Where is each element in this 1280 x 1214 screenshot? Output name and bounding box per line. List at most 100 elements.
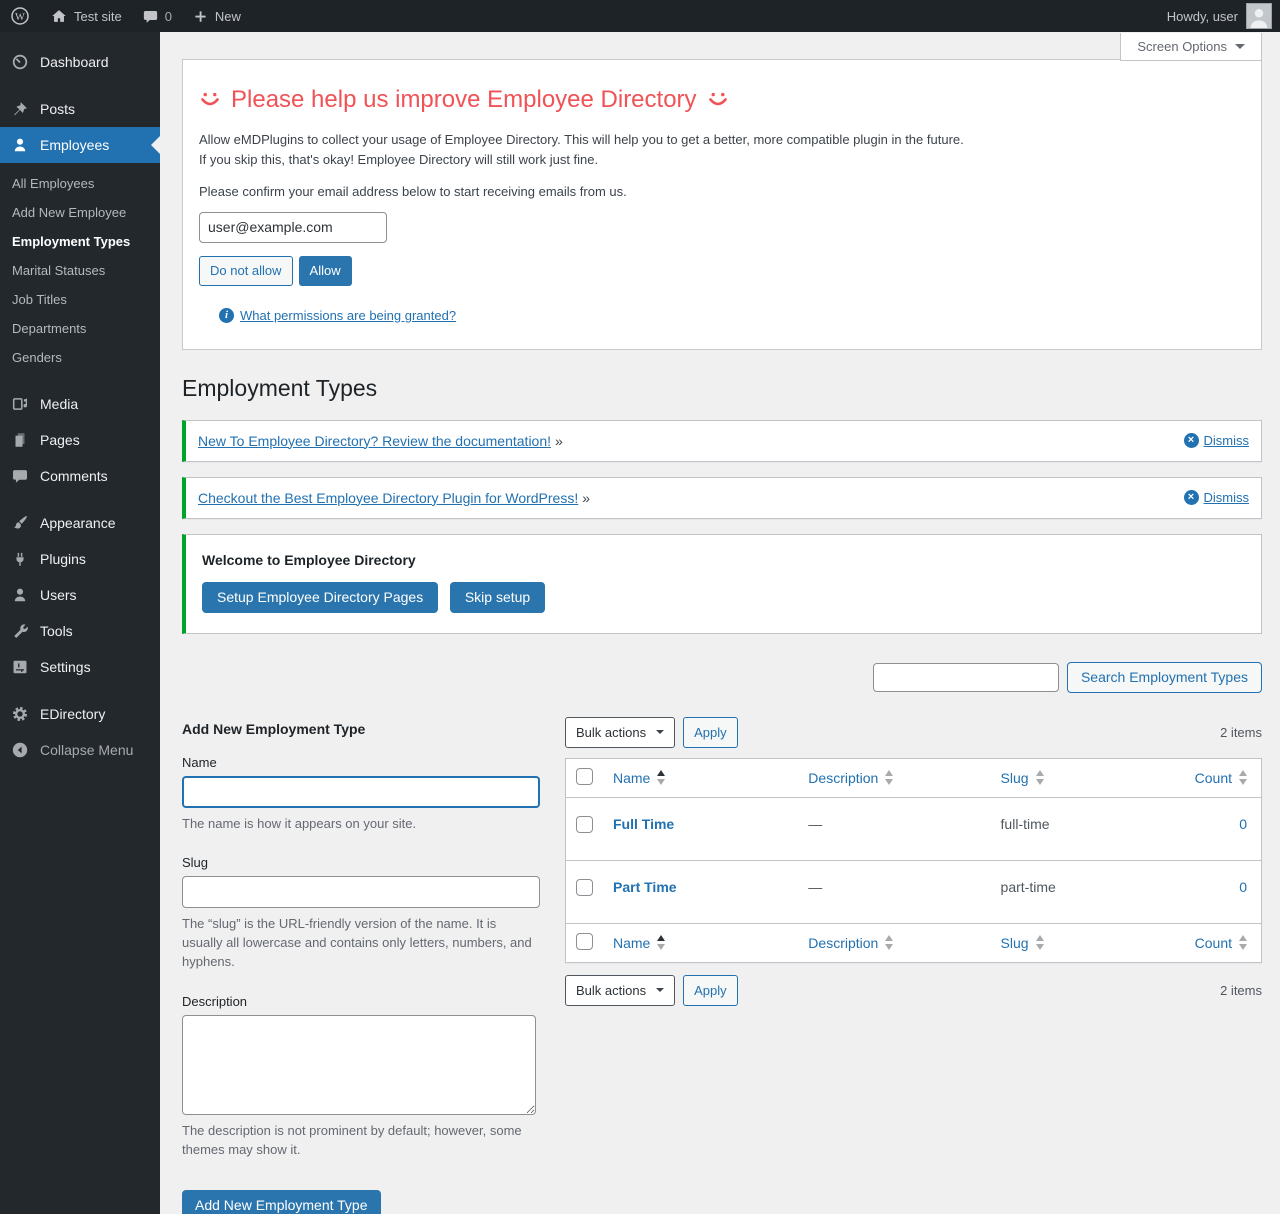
slug-field[interactable]	[182, 876, 540, 909]
sort-by-slug[interactable]: Slug	[1001, 935, 1044, 951]
dismiss-button[interactable]: × Dismiss	[1183, 433, 1249, 448]
add-new-form: Add New Employment Type Name The name is…	[182, 717, 540, 1214]
row-slug: part-time	[990, 859, 1160, 923]
submenu-job-titles[interactable]: Job Titles	[12, 292, 67, 307]
admin-sidebar: Dashboard Posts Employees All Employees …	[0, 32, 160, 1214]
raquo-arrow: »	[582, 489, 591, 506]
row-checkbox[interactable]	[576, 815, 593, 833]
row-checkbox[interactable]	[576, 878, 593, 896]
sort-arrows-icon	[885, 935, 894, 950]
site-name-menu[interactable]: Test site	[40, 0, 132, 32]
row-slug: full-time	[1000, 815, 1050, 832]
add-form-title: Add New Employment Type	[182, 720, 366, 737]
table-row: Part Time — part-time 0	[565, 859, 1262, 923]
sort-arrows-icon	[885, 770, 894, 785]
sidebar-item-comments[interactable]: Comments	[0, 458, 160, 494]
table-header-row: Name Description Slug Count	[565, 758, 1262, 798]
sidebar-item-pages[interactable]: Pages	[0, 422, 160, 458]
best-plugin-notice: Checkout the Best Employee Directory Plu…	[182, 476, 1262, 519]
info-icon: i	[219, 307, 234, 323]
permissions-link[interactable]: What permissions are being granted?	[240, 307, 457, 323]
sort-by-slug[interactable]: Slug	[1001, 770, 1044, 786]
sidebar-item-settings[interactable]: Settings	[0, 649, 160, 685]
promo-line3: Please confirm your email address below …	[199, 184, 627, 199]
submenu-all-employees[interactable]: All Employees	[12, 176, 95, 191]
wordpress-logo-icon[interactable]: W	[0, 0, 40, 32]
sort-by-description[interactable]: Description	[808, 770, 894, 786]
promo-title: Please help us improve Employee Director…	[199, 78, 1241, 130]
slug-help: The “slug” is the URL-friendly version o…	[182, 916, 532, 970]
sort-arrows-icon	[657, 770, 666, 785]
add-new-employment-type-button[interactable]: Add New Employment Type	[182, 1189, 381, 1214]
sort-arrows-icon	[1239, 935, 1247, 950]
search-employment-types-button[interactable]: Search Employment Types	[1066, 661, 1262, 693]
row-name-link[interactable]: Full Time	[613, 815, 675, 832]
promo-line1: Allow eMDPlugins to collect your usage o…	[199, 132, 964, 147]
sort-by-count[interactable]: Count	[1195, 935, 1247, 951]
plug-icon	[10, 549, 30, 569]
chevron-down-icon	[1235, 44, 1245, 54]
user-avatar[interactable]	[1246, 3, 1272, 29]
employment-types-table: Name Description Slug Count Full Time — …	[565, 757, 1262, 963]
row-count-link[interactable]: 0	[1239, 815, 1247, 832]
submenu-departments[interactable]: Departments	[12, 321, 87, 336]
sidebar-item-tools[interactable]: Tools	[0, 613, 160, 649]
sidebar-item-edirectory[interactable]: EDirectory	[0, 696, 160, 732]
bulk-actions-select[interactable]: Bulk actions	[565, 716, 676, 748]
documentation-link[interactable]: New To Employee Directory? Review the do…	[198, 432, 552, 449]
smiley-icon	[708, 92, 727, 106]
sort-by-description[interactable]: Description	[808, 935, 894, 951]
sidebar-item-posts[interactable]: Posts	[0, 91, 160, 127]
slug-label: Slug	[182, 855, 209, 871]
best-plugin-link[interactable]: Checkout the Best Employee Directory Plu…	[198, 489, 579, 506]
new-content-menu[interactable]: New	[182, 0, 251, 32]
sort-by-name[interactable]: Name	[613, 935, 666, 951]
site-name-label: Test site	[74, 8, 122, 24]
sort-by-count[interactable]: Count	[1195, 770, 1247, 786]
content-area: Screen Options Please help us improve Em…	[160, 32, 1280, 1214]
name-field[interactable]	[182, 775, 540, 808]
setup-pages-button[interactable]: Setup Employee Directory Pages	[202, 581, 439, 613]
sidebar-item-employees[interactable]: Employees	[0, 127, 160, 163]
sidebar-item-collapse-menu[interactable]: Collapse Menu	[0, 732, 160, 768]
table-footer-row: Name Description Slug Count	[565, 922, 1262, 962]
name-help: The name is how it appears on your site.	[182, 815, 417, 831]
comments-menu[interactable]: 0	[132, 0, 182, 32]
users-icon	[10, 585, 30, 605]
email-field[interactable]	[199, 211, 387, 243]
tablenav-top: Bulk actions Apply 2 items	[565, 716, 1262, 748]
sidebar-item-appearance[interactable]: Appearance	[0, 505, 160, 541]
allow-button[interactable]: Allow	[298, 255, 352, 286]
submenu-marital-statuses[interactable]: Marital Statuses	[12, 263, 106, 278]
row-count-link[interactable]: 0	[1239, 878, 1247, 895]
comment-bubble-icon	[142, 8, 159, 25]
plus-icon	[192, 8, 209, 25]
welcome-title: Welcome to Employee Directory	[202, 551, 416, 568]
submenu-employment-types[interactable]: Employment Types	[12, 234, 131, 249]
sort-by-name[interactable]: Name	[613, 770, 666, 786]
apply-button[interactable]: Apply	[683, 974, 738, 1006]
skip-setup-button[interactable]: Skip setup	[449, 581, 546, 613]
sidebar-item-dashboard[interactable]: Dashboard	[0, 44, 160, 80]
apply-button[interactable]: Apply	[683, 716, 738, 748]
do-not-allow-button[interactable]: Do not allow	[199, 255, 293, 286]
comment-count: 0	[164, 8, 172, 24]
sidebar-item-plugins[interactable]: Plugins	[0, 541, 160, 577]
employee-person-icon	[10, 135, 30, 155]
submenu-genders[interactable]: Genders	[12, 350, 62, 365]
comments-icon	[10, 466, 30, 486]
row-name-link[interactable]: Part Time	[613, 878, 677, 895]
select-all-checkbox[interactable]	[576, 932, 593, 950]
howdy-label[interactable]: Howdy, user	[1166, 8, 1238, 24]
description-field[interactable]	[182, 1014, 536, 1115]
dismiss-button[interactable]: × Dismiss	[1183, 490, 1249, 505]
sort-arrows-icon	[1035, 935, 1044, 950]
sidebar-item-users[interactable]: Users	[0, 577, 160, 613]
search-input[interactable]	[872, 662, 1059, 692]
sidebar-item-media[interactable]: Media	[0, 386, 160, 422]
bulk-actions-select[interactable]: Bulk actions	[565, 974, 676, 1006]
submenu-add-new-employee[interactable]: Add New Employee	[12, 205, 127, 220]
documentation-notice: New To Employee Directory? Review the do…	[182, 419, 1262, 462]
select-all-checkbox[interactable]	[576, 767, 593, 785]
screen-options-tab[interactable]: Screen Options	[1120, 33, 1262, 61]
